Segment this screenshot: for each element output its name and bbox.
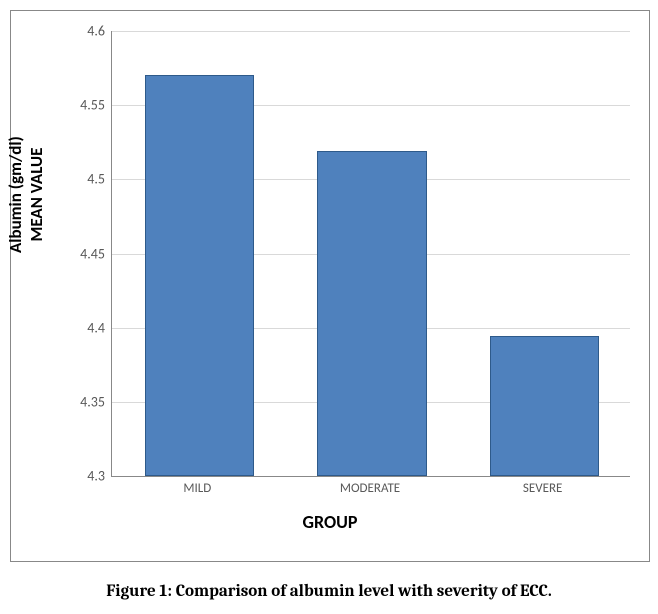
bar — [145, 75, 254, 476]
y-tick-label: 4.3 — [65, 468, 105, 485]
bar — [490, 336, 599, 476]
bar — [317, 151, 426, 476]
y-tick-label: 4.6 — [65, 23, 105, 40]
y-tick-label: 4.4 — [65, 319, 105, 336]
y-axis-title-line2: MEAN VALUE — [26, 136, 47, 253]
y-tick-label: 4.35 — [65, 393, 105, 410]
y-tick-label: 4.55 — [65, 97, 105, 114]
y-tick-label: 4.45 — [65, 245, 105, 262]
x-tick-label: SEVERE — [523, 481, 562, 496]
y-axis-title-line1: Albumin (gm/dl) — [5, 136, 26, 253]
plot-area — [111, 31, 630, 477]
x-tick-label: MODERATE — [340, 481, 400, 496]
figure-caption: Figure 1: Comparison of albumin level wi… — [10, 582, 648, 601]
y-axis-title: Albumin (gm/dl) MEAN VALUE — [5, 136, 47, 253]
x-tick-label: MILD — [183, 481, 211, 496]
chart-container: 4.3 4.35 4.4 4.45 4.5 4.55 4.6 MILD MODERATE SEV… — [10, 10, 650, 562]
x-axis-title: GROUP — [11, 511, 649, 533]
gridline — [112, 31, 630, 32]
y-tick-label: 4.5 — [65, 171, 105, 188]
